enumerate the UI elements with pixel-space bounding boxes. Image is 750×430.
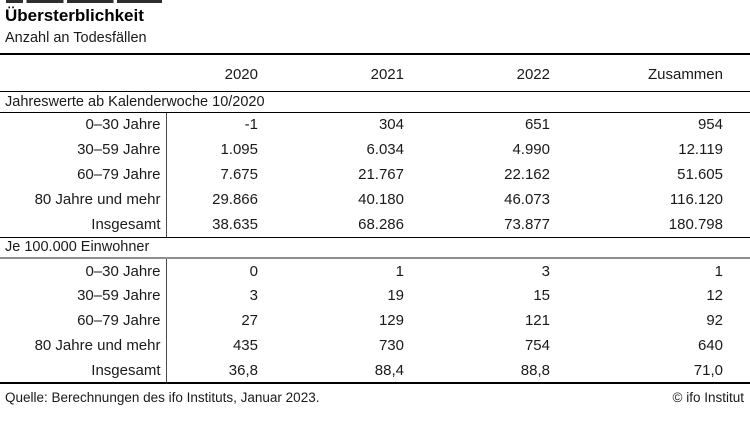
section-header-einwohner: Je 100.000 Einwohner [0,237,750,259]
table-row: 30–59 Jahre 1.095 6.034 4.990 12.119 [0,137,750,162]
value-cell: 22.162 [504,166,550,183]
table-row: 0–30 Jahre 0 1 3 1 [0,258,750,283]
value-cell: 116.120 [669,191,723,208]
value-cell: 68.286 [262,212,408,238]
value-cell: 3 [541,262,550,280]
value-cell: 21.767 [358,166,404,183]
source-note: Quelle: Berechnungen des ifo Instituts, … [5,390,320,405]
row-label: 80 Jahre und mehr [34,337,161,354]
section-header-label: Jahreswerte ab Kalenderwoche 10/2020 [0,91,750,113]
copyright-note: © ifo Institut [672,390,744,405]
row-label: 80 Jahre und mehr [34,191,161,208]
value-cell: 7.675 [165,162,262,187]
value-cell: 1 [395,262,404,280]
value-cell: 1.095 [165,137,262,162]
row-label: 30–59 Jahre [77,141,161,158]
footer: Quelle: Berechnungen des ifo Instituts, … [0,384,750,405]
column-header-row: 2020 2021 2022 Zusammen [0,54,750,92]
table-row: 60–79 Jahre 7.675 21.767 22.162 51.605 [0,162,750,187]
value-cell: 40.180 [358,191,404,208]
row-label: Insgesamt [0,358,166,384]
value-cell: 180.798 [554,212,750,238]
value-cell: 73.877 [408,212,554,238]
row-label: 60–79 Jahre [77,312,161,329]
value-cell: 1 [714,262,723,280]
value-cell: 92 [706,312,723,329]
value-cell: 640 [697,337,723,354]
value-cell: 51.605 [677,166,723,183]
value-cell: 12 [706,287,723,304]
cropped-content-fragment [6,0,162,3]
value-cell: 129 [378,312,404,329]
value-cell: 71,0 [554,358,750,384]
value-cell: 29.866 [165,187,262,212]
table-row: 80 Jahre und mehr 29.866 40.180 46.073 1… [0,187,750,212]
value-cell: 4.990 [512,141,550,158]
value-cell: 88,4 [262,358,408,384]
page-title: Übersterblichkeit [5,6,144,25]
table-row: 80 Jahre und mehr 435 730 754 640 [0,333,750,358]
value-cell: 12.119 [678,141,723,158]
mortality-table: 2020 2021 2022 Zusammen Jahreswerte ab K… [0,53,750,384]
row-label: 0–30 Jahre [85,116,161,134]
value-cell: 3 [165,283,262,308]
column-header-zusammen: Zusammen [554,54,750,92]
value-cell: 435 [165,333,262,358]
column-header-2020: 2020 [166,54,262,92]
value-cell: 121 [524,312,550,329]
row-label: 0–30 Jahre [85,262,161,280]
column-header-2021: 2021 [262,54,408,92]
page-subtitle: Anzahl an Todesfällen [5,30,147,46]
value-cell: 36,8 [165,358,262,384]
value-cell: -1 [165,112,262,137]
row-label: Insgesamt [0,212,166,238]
value-cell: 754 [524,337,550,354]
section-header-jahreswerte: Jahreswerte ab Kalenderwoche 10/2020 [0,91,750,113]
table-row: 30–59 Jahre 3 19 15 12 [0,283,750,308]
column-header-2022: 2022 [408,54,554,92]
value-cell: 27 [165,308,262,333]
value-cell: 304 [378,116,404,134]
value-cell: 46.073 [504,191,550,208]
value-cell: 38.635 [165,212,262,238]
value-cell: 730 [378,337,404,354]
value-cell: 15 [533,287,550,304]
column-header-empty [0,54,166,92]
row-label: 30–59 Jahre [77,287,161,304]
table-row: Insgesamt 38.635 68.286 73.877 180.798 [0,212,750,238]
row-label: 60–79 Jahre [77,166,161,183]
value-cell: 954 [697,116,723,134]
value-cell: 6.034 [366,141,404,158]
section-header-label: Je 100.000 Einwohner [0,237,750,259]
table-row: Insgesamt 36,8 88,4 88,8 71,0 [0,358,750,384]
value-cell: 19 [387,287,404,304]
value-cell: 651 [524,116,550,134]
value-cell: 88,8 [408,358,554,384]
value-cell: 0 [165,258,262,283]
table-row: 0–30 Jahre -1 304 651 954 [0,112,750,137]
table-row: 60–79 Jahre 27 129 121 92 [0,308,750,333]
